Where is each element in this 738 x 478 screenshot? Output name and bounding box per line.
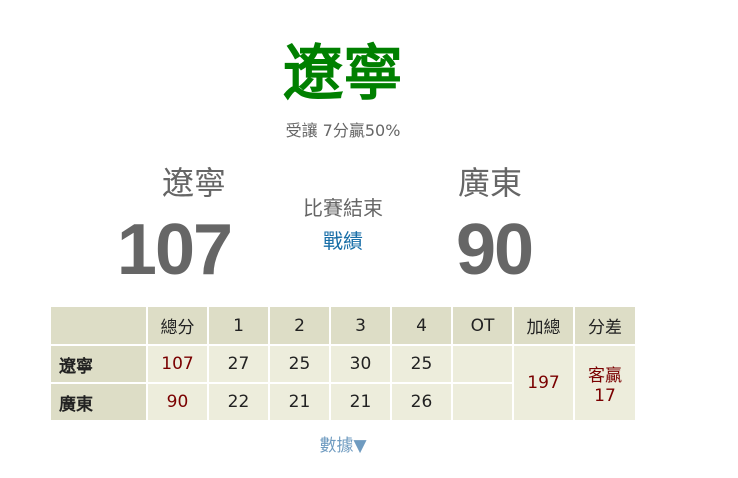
total-cell: 107 bbox=[146, 344, 209, 384]
team-cell: 遼寧 bbox=[49, 344, 148, 384]
record-link[interactable]: 戰績 bbox=[323, 229, 363, 253]
winner-title: 遼寧 bbox=[283, 39, 403, 109]
quarter-cell: 22 bbox=[207, 382, 270, 422]
quarter-cell: 25 bbox=[390, 344, 453, 384]
ot-cell bbox=[451, 344, 514, 384]
diff-label: 客贏 bbox=[588, 365, 622, 386]
handicap-text: 受讓 7分贏50% bbox=[285, 121, 401, 140]
away-team-score: 90 bbox=[455, 210, 534, 290]
ot-cell bbox=[451, 382, 514, 422]
sum-cell: 197 bbox=[512, 344, 575, 422]
diff-cell: 客贏 17 bbox=[573, 344, 637, 422]
total-cell: 90 bbox=[146, 382, 209, 422]
table-row: 遼寧 107 27 25 30 25 197 客贏 17 bbox=[49, 344, 637, 422]
quarter-cell: 30 bbox=[329, 344, 392, 384]
table-header-row: 總分 1 2 3 4 OT 加總 分差 bbox=[49, 305, 637, 346]
quarter-cell: 26 bbox=[390, 382, 453, 422]
team-cell: 廣東 bbox=[49, 382, 148, 422]
header-cell: 4 bbox=[390, 305, 453, 346]
stats-toggle[interactable]: 數據▼ bbox=[319, 436, 367, 456]
quarter-cell: 21 bbox=[268, 382, 331, 422]
home-team-score: 107 bbox=[116, 210, 233, 290]
game-status: 比賽結束 bbox=[303, 196, 383, 220]
header-cell: 3 bbox=[329, 305, 392, 346]
header-cell: 加總 bbox=[512, 305, 575, 346]
header-cell: 總分 bbox=[146, 305, 209, 346]
away-team-name: 廣東 bbox=[457, 164, 522, 202]
diff-value: 17 bbox=[594, 385, 616, 406]
table-row: 廣東 90 22 21 21 26 bbox=[49, 382, 636, 422]
quarter-cell: 21 bbox=[329, 382, 392, 422]
header-cell: 分差 bbox=[573, 305, 637, 346]
quarter-cell: 27 bbox=[207, 344, 270, 384]
header-cell: 2 bbox=[268, 305, 331, 346]
home-team-name: 遼寧 bbox=[161, 164, 226, 202]
quarter-cell: 25 bbox=[268, 344, 331, 384]
header-cell bbox=[49, 305, 148, 346]
score-table: 總分 1 2 3 4 OT 加總 分差 遼寧 107 27 25 30 25 1… bbox=[49, 305, 637, 422]
header-cell: 1 bbox=[207, 305, 270, 346]
header-cell: OT bbox=[451, 305, 514, 346]
